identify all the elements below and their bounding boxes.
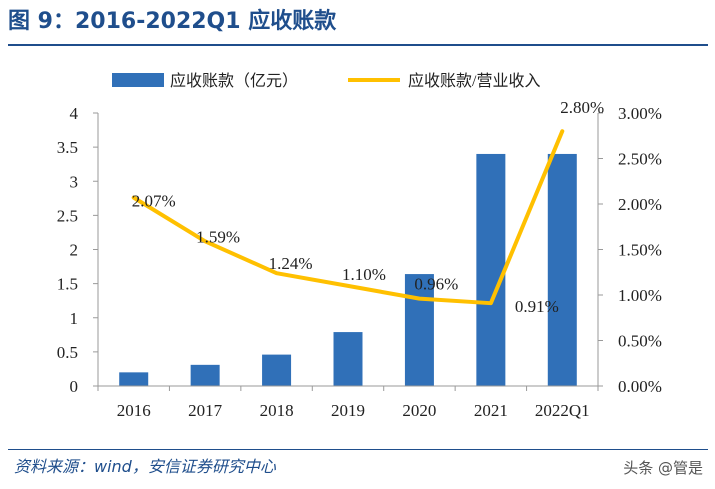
bar [190, 364, 220, 386]
x-axis-tick-label: 2018 [260, 401, 294, 420]
footer-divider [8, 449, 708, 450]
right-axis-tick-label: 2.50% [618, 150, 662, 169]
x-axis: 2016 2017 2018 2019 2020 2021 2022Q1 [97, 385, 599, 420]
bar [547, 153, 577, 386]
ratio-line [131, 129, 565, 306]
right-axis-tick-label: 1.00% [618, 286, 662, 305]
line-series: 2.07% 1.59% 1.24% 1.10% 0.96% 0.91% 2.80% [131, 98, 604, 316]
chart-title: 图 9：2016-2022Q1 应收账款 [8, 9, 337, 34]
ratio-data-label: 0.96% [414, 275, 458, 294]
x-axis-tick-label: 2017 [188, 401, 223, 420]
left-axis-tick-label: 4 [70, 104, 79, 123]
right-axis-tick-label: 3.00% [618, 104, 662, 123]
left-axis: 0 0.5 1 1.5 2 2.5 3 3.5 4 [57, 104, 99, 396]
left-axis-tick-label: 3 [70, 172, 79, 191]
x-axis-tick-label: 2022Q1 [535, 401, 590, 420]
legend-line-label: 应收账款/营业收入 [408, 71, 540, 90]
legend: 应收账款（亿元） 应收账款/营业收入 [112, 71, 540, 90]
ratio-data-label: 2.80% [560, 98, 604, 117]
left-axis-tick-label: 1.5 [57, 275, 78, 294]
watermark: 头条 @管是 [623, 459, 703, 477]
left-axis-tick-label: 3.5 [57, 138, 78, 157]
left-axis-tick-label: 2 [70, 241, 79, 260]
left-axis-tick-label: 0 [70, 377, 79, 396]
bar [476, 153, 506, 386]
right-axis-tick-label: 1.50% [618, 241, 662, 260]
title-divider [8, 44, 708, 46]
left-axis-tick-label: 1 [70, 309, 79, 328]
x-axis-tick-label: 2021 [474, 401, 508, 420]
ratio-data-label: 1.59% [196, 227, 240, 246]
x-axis-tick-label: 2016 [117, 401, 151, 420]
source-note: 资料来源：wind，安信证券研究中心 [14, 457, 276, 476]
ratio-data-label: 0.91% [515, 297, 559, 316]
legend-bar-label: 应收账款（亿元） [170, 71, 298, 90]
right-axis-tick-label: 2.00% [618, 195, 662, 214]
ratio-data-label: 1.24% [269, 254, 313, 273]
right-axis-tick-label: 0.00% [618, 377, 662, 396]
ratio-data-label: 2.07% [132, 192, 176, 211]
ratio-data-label: 1.10% [342, 265, 386, 284]
x-axis-tick-label: 2020 [402, 401, 436, 420]
legend-bar-swatch [112, 73, 164, 87]
bar [262, 354, 292, 386]
left-axis-tick-label: 0.5 [57, 343, 78, 362]
right-axis-tick-label: 0.50% [618, 332, 662, 351]
right-axis: 0.00% 0.50% 1.00% 1.50% 2.00% 2.50% 3.00% [597, 104, 662, 396]
chart-svg: 应收账款（亿元） 应收账款/营业收入 0 0.5 1 1.5 2 2.5 3 3.5 4 0.00… [57, 71, 662, 420]
bar [333, 332, 363, 386]
bar-series [119, 153, 577, 386]
bar [119, 372, 149, 386]
x-axis-tick-label: 2019 [331, 401, 365, 420]
left-axis-tick-label: 2.5 [57, 206, 78, 225]
bar [404, 274, 434, 386]
